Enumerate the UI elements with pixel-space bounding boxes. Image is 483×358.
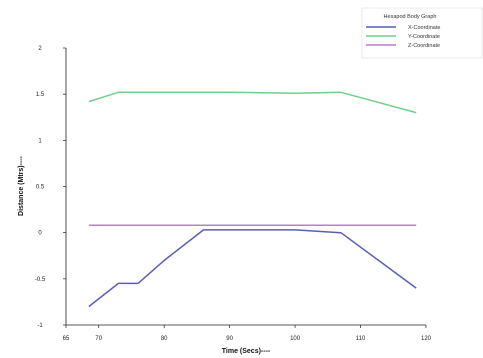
y-tick-label: 1 — [38, 138, 42, 144]
legend-label-x: X-Coordinate — [408, 25, 440, 31]
y-tick-label: 0.5 — [36, 185, 45, 191]
y-axis-title: Distance (Mtrs)---- — [18, 155, 25, 216]
y-tick-label: -1 — [37, 323, 43, 329]
legend: Hexapod Body Graph X-Coordinate Y-Coordi… — [361, 7, 483, 59]
y-ticks: -1 -0.5 0 0.5 1 1.5 2 — [35, 46, 66, 329]
legend-label-z: Z-Coordinate — [408, 43, 440, 49]
x-tick-label: 100 — [290, 336, 301, 342]
y-tick-label: 2 — [38, 46, 42, 52]
series-line-y — [88, 91, 417, 114]
x-axis-title: Time (Secs)---- — [222, 348, 271, 355]
x-tick-label: 65 — [63, 336, 70, 342]
x-tick-label: 110 — [356, 336, 366, 342]
x-tick-label: 70 — [95, 336, 102, 342]
legend-box — [361, 7, 483, 59]
series-group — [88, 91, 417, 308]
y-tick-label: -0.5 — [35, 277, 46, 283]
legend-label-y: Y-Coordinate — [408, 34, 440, 40]
legend-title: Hexapod Body Graph — [384, 14, 437, 20]
x-ticks: 65 70 80 90 100 110 120 — [63, 325, 432, 342]
y-tick-label: 0 — [38, 231, 42, 237]
series-line-x — [88, 229, 417, 308]
x-tick-label: 80 — [161, 336, 168, 342]
x-tick-label: 90 — [226, 336, 233, 342]
x-tick-label: 120 — [421, 336, 432, 342]
y-tick-label: 1.5 — [36, 92, 45, 98]
